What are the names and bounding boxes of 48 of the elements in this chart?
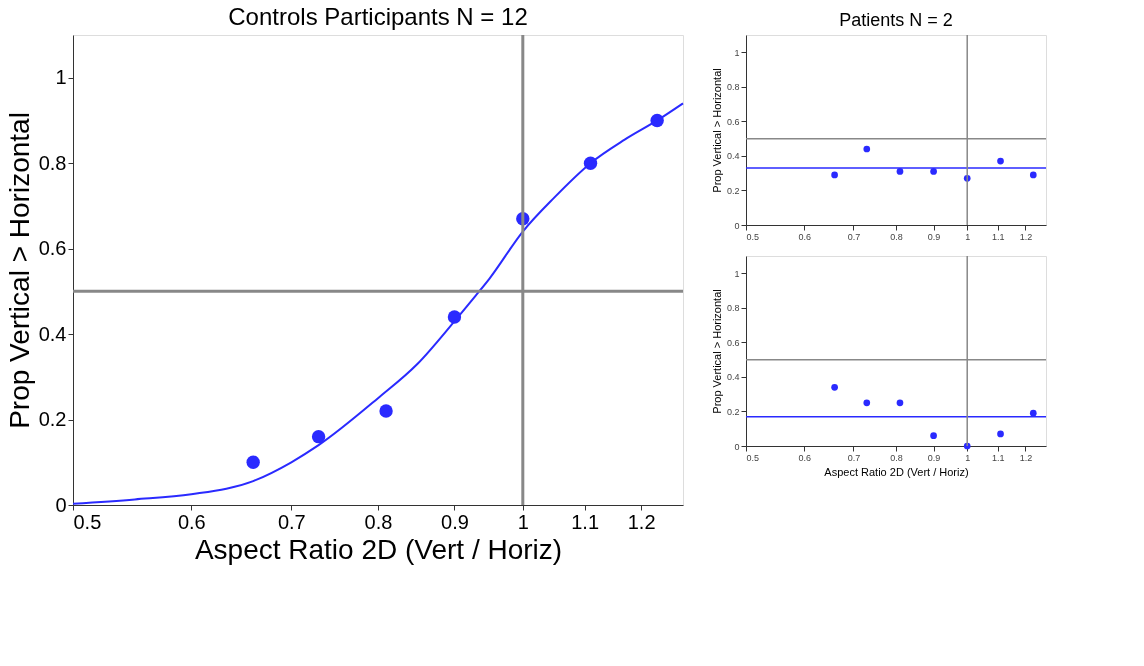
x-tick-label: 1 xyxy=(965,231,971,242)
x-tick-label: 1.1 xyxy=(991,231,1005,242)
x-tick-label: 0.7 xyxy=(847,452,861,463)
y-axis-title: Prop Vertical > Horizontal xyxy=(3,112,35,429)
x-tick-label: 0.5 xyxy=(746,231,760,242)
x-tick-label: 1 xyxy=(965,452,971,463)
x-tick-label: 1.2 xyxy=(1019,231,1033,242)
y-tick-label: 0.2 xyxy=(38,408,67,431)
x-tick-label: 0.8 xyxy=(890,231,903,242)
y-tick-label: 0.4 xyxy=(726,151,740,162)
x-tick-label: 0.8 xyxy=(890,452,903,463)
y-tick-label: 1 xyxy=(734,268,740,279)
chart-title: Controls Participants N = 12 xyxy=(228,2,528,30)
x-axis-title: Aspect Ratio 2D (Vert / Horiz) xyxy=(194,533,563,565)
x-tick-label: 0.5 xyxy=(73,510,102,533)
y-tick-label: 0 xyxy=(734,220,740,231)
y-axis-title: Prop Vertical > Horizontal xyxy=(710,68,723,193)
x-axis-title: Aspect Ratio 2D (Vert / Horiz) xyxy=(824,465,969,478)
x-tick-label: 1.2 xyxy=(627,510,656,533)
x-tick-label: 1.1 xyxy=(571,510,600,533)
y-axis-title: Prop Vertical > Horizontal xyxy=(710,289,723,414)
x-tick-label: 0.9 xyxy=(927,452,941,463)
y-tick-label: 0 xyxy=(55,493,67,516)
y-tick-label: 0.2 xyxy=(726,406,740,417)
y-tick-label: 0.4 xyxy=(726,372,740,383)
y-tick-label: 0 xyxy=(734,441,740,452)
x-tick-label: 1.2 xyxy=(1019,452,1033,463)
x-tick-label: 0.8 xyxy=(364,510,393,533)
x-tick-label: 0.9 xyxy=(927,231,941,242)
x-tick-label: 1.1 xyxy=(991,452,1005,463)
y-tick-label: 0.8 xyxy=(38,151,67,174)
y-tick-label: 0.4 xyxy=(38,322,67,345)
x-tick-label: 0.7 xyxy=(277,510,306,533)
y-tick-label: 0.8 xyxy=(726,82,740,93)
x-tick-label: 0.6 xyxy=(798,452,811,463)
y-tick-label: 1 xyxy=(55,66,67,89)
x-tick-label: 0.6 xyxy=(177,510,206,533)
x-tick-label: 0.7 xyxy=(847,231,861,242)
y-tick-label: 0.6 xyxy=(726,116,740,127)
x-tick-label: 1 xyxy=(517,510,529,533)
y-tick-label: 1 xyxy=(734,47,740,58)
x-tick-label: 0.5 xyxy=(746,452,760,463)
y-tick-label: 0.6 xyxy=(726,337,740,348)
chart-title: Patients N = 2 xyxy=(839,10,953,31)
x-tick-label: 0.9 xyxy=(441,510,469,533)
x-tick-label: 0.6 xyxy=(798,231,811,242)
y-tick-label: 0.8 xyxy=(726,303,740,314)
y-tick-label: 0.2 xyxy=(726,185,740,196)
